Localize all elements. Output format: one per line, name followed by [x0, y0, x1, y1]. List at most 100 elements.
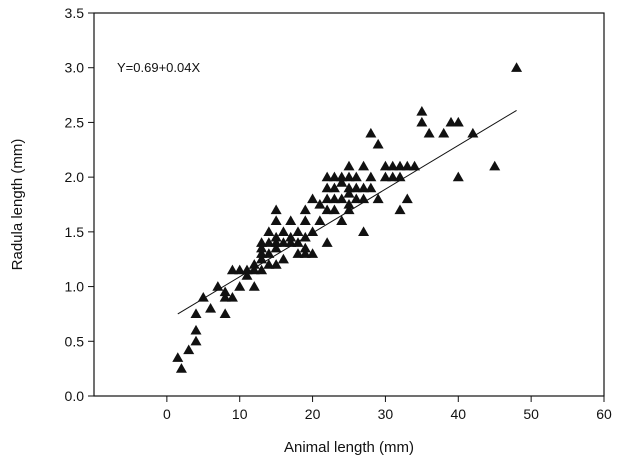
data-point — [401, 160, 413, 171]
data-point — [248, 281, 260, 291]
data-point — [263, 259, 275, 269]
data-point — [263, 226, 275, 236]
data-point — [292, 226, 304, 236]
y-tick-label: 3.5 — [65, 5, 85, 21]
data-point — [226, 264, 238, 275]
x-tick-label: 20 — [305, 406, 321, 422]
data-point — [409, 160, 421, 171]
data-point — [256, 248, 268, 258]
data-point — [321, 237, 333, 247]
data-point — [365, 127, 377, 138]
data-point — [423, 127, 435, 138]
plot-area-frame — [93, 12, 605, 397]
data-point — [277, 226, 289, 236]
data-point — [285, 231, 297, 242]
data-point — [234, 281, 246, 291]
data-point — [277, 253, 289, 264]
data-point — [387, 160, 399, 171]
data-point — [328, 171, 340, 182]
data-point — [416, 116, 428, 127]
data-point — [336, 193, 348, 204]
y-tick-label: 0.0 — [65, 388, 85, 404]
data-point — [219, 286, 231, 297]
data-point — [299, 248, 311, 258]
data-point — [270, 204, 282, 215]
data-point — [205, 302, 217, 313]
data-point — [365, 171, 377, 182]
data-point — [321, 171, 333, 182]
data-point — [358, 193, 370, 204]
data-point — [307, 226, 319, 236]
data-point — [401, 193, 413, 204]
data-point — [307, 248, 319, 258]
data-point — [190, 324, 202, 335]
data-point — [241, 264, 253, 275]
data-point — [394, 171, 406, 182]
data-point — [183, 344, 195, 355]
y-tick-label: 1.5 — [65, 224, 85, 240]
data-point — [467, 127, 479, 138]
data-point — [270, 231, 282, 242]
x-tick-label: 50 — [523, 406, 539, 422]
x-axis-ticks: 0 10 20 30 40 50 60 — [163, 396, 612, 422]
data-point — [190, 308, 202, 319]
y-tick-label: 2.0 — [65, 169, 85, 185]
x-axis-label: Animal length (mm) — [284, 439, 414, 456]
data-point — [387, 171, 399, 182]
data-point — [270, 242, 282, 253]
data-point — [175, 363, 187, 373]
y-tick-label: 3.0 — [65, 60, 85, 76]
data-point — [350, 171, 362, 182]
data-point — [452, 116, 464, 127]
data-point — [256, 242, 268, 253]
data-point — [350, 193, 362, 204]
data-point — [270, 237, 282, 247]
x-tick-label: 30 — [378, 406, 394, 422]
y-tick-label: 2.5 — [65, 114, 85, 130]
data-point — [365, 182, 377, 193]
data-point — [299, 204, 311, 215]
data-point — [197, 292, 209, 302]
data-point — [328, 182, 340, 193]
data-point — [248, 264, 260, 275]
data-point — [241, 270, 253, 280]
data-point — [321, 182, 333, 193]
data-point — [270, 215, 282, 226]
data-point — [343, 204, 355, 215]
data-point — [172, 352, 184, 362]
data-point — [234, 264, 246, 275]
data-point — [343, 188, 355, 198]
data-point — [256, 237, 268, 247]
data-point — [219, 292, 231, 302]
data-point — [285, 215, 297, 226]
data-point — [489, 160, 501, 171]
data-point — [263, 248, 275, 258]
data-point — [212, 281, 224, 291]
data-point — [263, 237, 275, 247]
data-point — [256, 264, 268, 275]
data-point — [292, 248, 304, 258]
regression-line — [177, 109, 517, 315]
y-axis-ticks: 0.0 0.5 1.0 1.5 2.0 2.5 3.0 3.5 — [65, 5, 94, 404]
data-point — [307, 193, 319, 204]
data-point — [343, 199, 355, 209]
data-point — [358, 160, 370, 171]
data-point — [314, 199, 326, 209]
data-point — [343, 160, 355, 171]
data-point — [394, 160, 406, 171]
data-point — [343, 182, 355, 193]
data-point — [379, 171, 391, 182]
data-point — [299, 242, 311, 253]
data-point — [343, 171, 355, 182]
data-point — [452, 171, 464, 182]
data-point — [438, 127, 450, 138]
data-point — [358, 226, 370, 236]
data-point — [445, 116, 457, 127]
x-tick-label: 10 — [232, 406, 248, 422]
data-point — [270, 259, 282, 269]
data-point — [372, 193, 384, 204]
data-point — [350, 182, 362, 193]
data-point — [379, 160, 391, 171]
data-point — [277, 237, 289, 247]
